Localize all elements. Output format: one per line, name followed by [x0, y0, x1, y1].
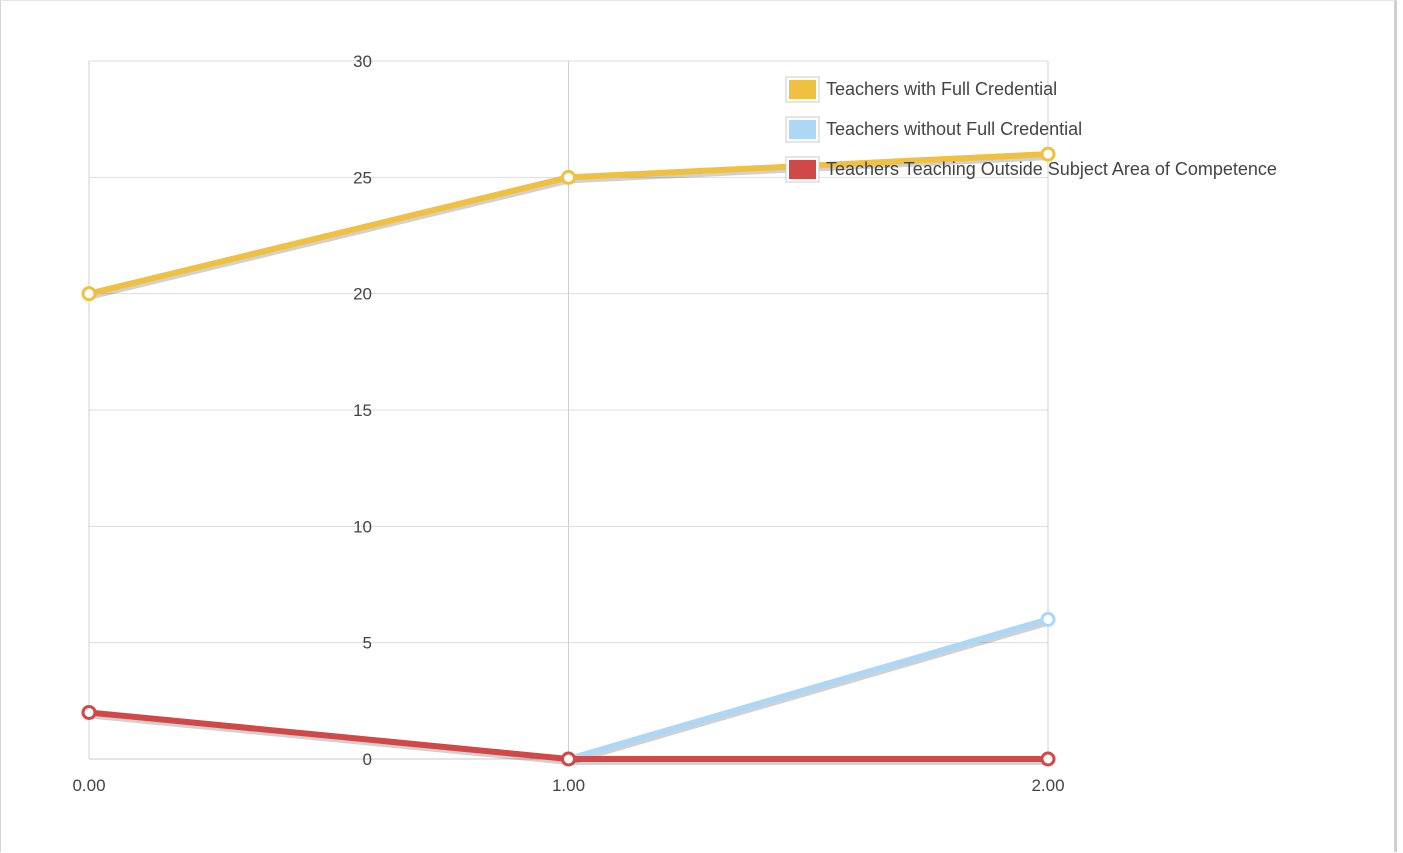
- series-lines: [81, 146, 1056, 767]
- x-tick-label: 0.00: [72, 776, 105, 795]
- legend: Teachers with Full Credential Teachers wi…: [785, 76, 1277, 183]
- data-point: [81, 704, 97, 720]
- legend-swatch: [789, 80, 816, 99]
- legend-label: Teachers Teaching Outside Subject Area o…: [826, 159, 1277, 179]
- legend-label: Teachers without Full Credential: [826, 119, 1082, 139]
- legend-label: Teachers with Full Credential: [826, 79, 1057, 99]
- series-line-shadow: [568, 619, 1050, 765]
- y-tick-label: 10: [353, 517, 372, 536]
- y-tick-label: 20: [353, 285, 372, 304]
- data-point: [561, 169, 576, 185]
- series-line: [565, 616, 1051, 762]
- data-point: [1040, 146, 1056, 162]
- data-point: [1040, 611, 1056, 627]
- y-tick-label: 5: [363, 634, 372, 653]
- data-point: [81, 286, 97, 302]
- x-tick-label: 1.00: [552, 776, 585, 795]
- legend-swatch: [789, 120, 816, 139]
- data-point: [1040, 751, 1056, 767]
- y-tick-label: 15: [353, 401, 372, 420]
- x-tick-label: 2.00: [1031, 776, 1064, 795]
- legend-swatch: [789, 160, 816, 179]
- data-point: [561, 751, 576, 767]
- y-tick-label: 25: [353, 168, 372, 187]
- y-tick-label: 30: [353, 52, 372, 71]
- y-tick-label: 0: [363, 750, 372, 769]
- axis-tick-labels: 0 5 10 15 20 25 30 0.00 1.00 2.00: [72, 52, 1064, 795]
